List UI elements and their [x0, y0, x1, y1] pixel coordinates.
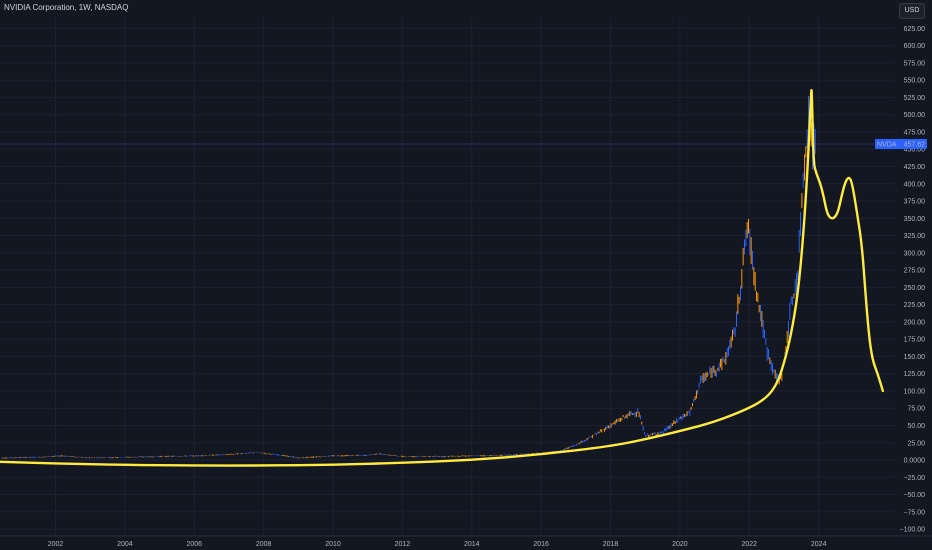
time-tick-label: 2016: [533, 541, 549, 548]
price-tick-label: 325.00: [904, 233, 926, 240]
grid: [0, 18, 895, 536]
price-tick-label: 625.00: [904, 26, 926, 33]
price-tick-label: 450.00: [904, 147, 926, 154]
time-tick-label: 2006: [186, 541, 202, 548]
price-tick-label: 600.00: [904, 43, 926, 50]
price-bars: [0, 96, 816, 459]
price-tick-label: 525.00: [904, 95, 926, 102]
price-tick-label: 125.00: [904, 371, 926, 378]
price-tick-label: 400.00: [904, 181, 926, 188]
price-tick-label: 50.00: [907, 423, 925, 430]
time-tick-label: 2012: [395, 541, 411, 548]
price-tick-label: −75.00: [903, 509, 925, 516]
price-tick-label: 25.00: [907, 440, 925, 447]
price-tick-label: 475.00: [904, 129, 926, 136]
price-tick-label: 75.00: [907, 406, 925, 413]
time-tick-label: 2002: [48, 541, 64, 548]
price-tick-label: 200.00: [904, 319, 926, 326]
price-axis[interactable]: 625.00 600.00 575.00 550.00 525.00 500.00 475.…: [900, 26, 926, 534]
price-tick-label: 575.00: [904, 60, 926, 67]
price-tick-label: 225.00: [904, 302, 926, 309]
price-tick-label: 500.00: [904, 112, 926, 119]
time-tick-label: 2022: [742, 541, 758, 548]
price-tick-label: 300.00: [904, 250, 926, 257]
price-tag-value: 457.62: [904, 141, 926, 148]
price-tag: NVDA 457.62: [875, 138, 927, 149]
price-tick-label: −50.00: [903, 492, 925, 499]
time-tick-label: 2018: [603, 541, 619, 548]
price-tick-label: 350.00: [904, 216, 926, 223]
price-tick-label: −100.00: [900, 527, 926, 534]
price-tick-label: 150.00: [904, 354, 926, 361]
price-tick-label: 100.00: [904, 388, 926, 395]
time-tick-label: 2010: [325, 541, 341, 548]
price-tag-symbol: NVDA: [877, 141, 897, 148]
price-tick-label: 275.00: [904, 268, 926, 275]
chart-title: NVIDIA Corporation, 1W, NASDAQ: [4, 3, 129, 12]
annotation-curve: [0, 89, 885, 467]
price-tick-label: 0.0000: [904, 458, 926, 465]
price-tick-label: 250.00: [904, 285, 926, 292]
price-tick-label: 425.00: [904, 164, 926, 171]
time-tick-label: 2004: [117, 541, 133, 548]
time-tick-label: 2020: [672, 541, 688, 548]
price-tick-label: −25.00: [903, 475, 925, 482]
time-tick-label: 2008: [256, 541, 272, 548]
time-axis[interactable]: 2002 2004 2006 2008 2010 2012 2014 2016 2018 2020…: [0, 535, 932, 548]
time-tick-label: 2024: [811, 541, 827, 548]
currency-button[interactable]: USD: [899, 3, 925, 19]
time-tick-label: 2014: [464, 541, 480, 548]
price-tick-label: 550.00: [904, 78, 926, 85]
price-tick-label: 175.00: [904, 337, 926, 344]
price-tag-bg: [875, 138, 927, 149]
price-tick-label: 375.00: [904, 199, 926, 206]
